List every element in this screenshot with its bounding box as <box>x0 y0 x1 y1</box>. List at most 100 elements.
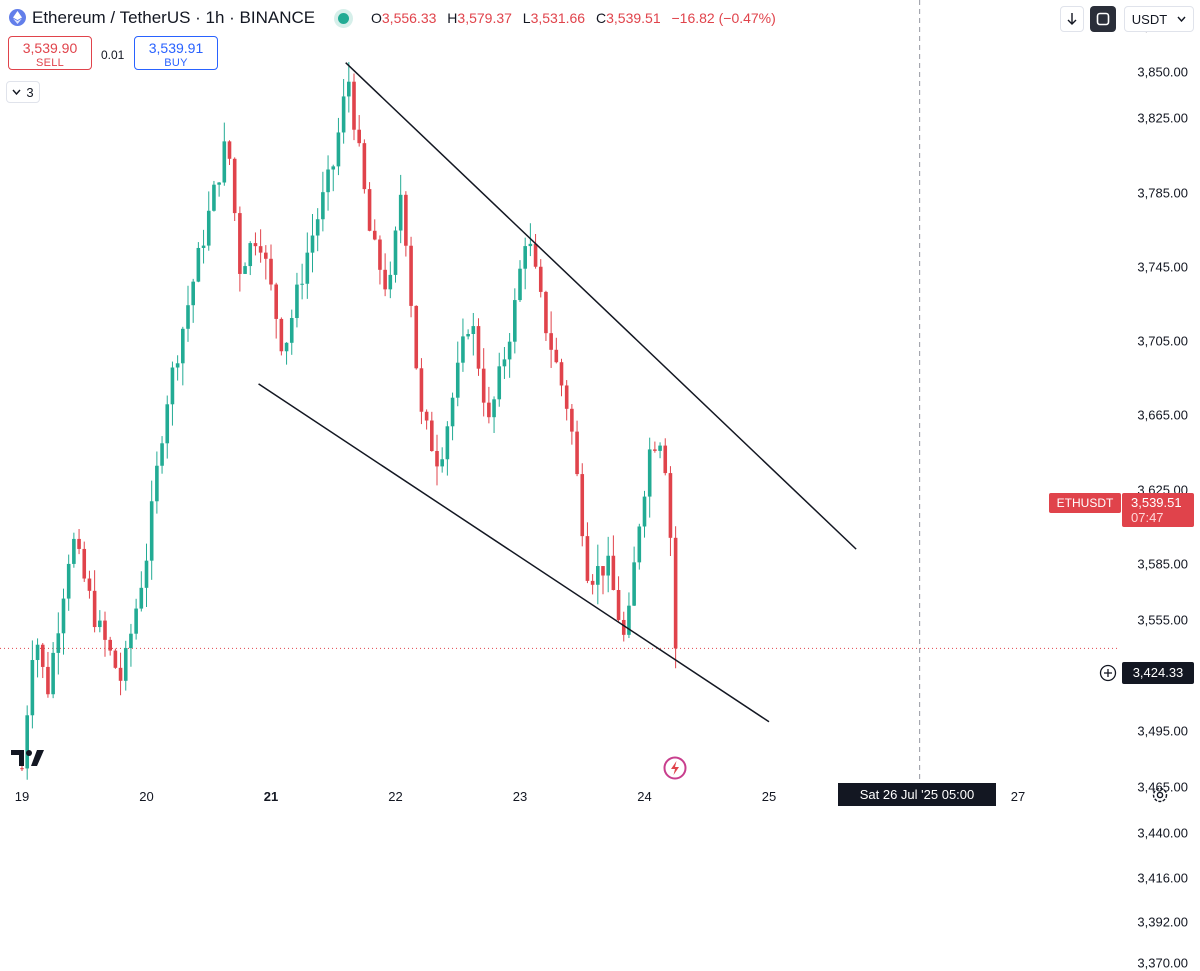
price-tick-label: 3,370.00 <box>1137 955 1188 971</box>
candle-body <box>46 666 50 695</box>
sell-price: 3,539.90 <box>22 40 78 56</box>
candle-body <box>186 305 190 329</box>
candle-body <box>455 362 460 398</box>
candle-body <box>341 96 346 133</box>
candle-body <box>30 660 35 716</box>
candle-body <box>279 318 284 352</box>
chart-pane[interactable] <box>0 0 1120 780</box>
candle-body <box>564 385 569 409</box>
price-tick-label: 3,745.00 <box>1137 259 1188 275</box>
open-value: 3,556.33 <box>381 10 437 26</box>
candle-body <box>222 141 227 183</box>
candle-body <box>258 246 263 253</box>
candle-body <box>196 247 201 282</box>
candle-body <box>476 326 481 369</box>
plus-circle-icon <box>1099 664 1117 682</box>
candle-body <box>398 194 403 231</box>
price-tick-label: 3,416.00 <box>1137 870 1188 886</box>
price-tick-label: 3,585.00 <box>1137 556 1188 572</box>
candle-body <box>155 465 159 502</box>
candle-body <box>393 230 398 275</box>
candle-body <box>181 328 185 364</box>
price-tick-label: 3,555.00 <box>1137 612 1188 628</box>
candle-body <box>264 252 268 259</box>
currency-select[interactable]: USDT <box>1124 6 1194 32</box>
candle-body <box>336 132 341 167</box>
candle-body <box>20 768 24 770</box>
candle-body <box>25 715 29 769</box>
candle-body <box>611 555 616 590</box>
candle-body <box>92 590 97 628</box>
candle-body <box>502 359 507 367</box>
time-tick-label: 27 <box>1010 789 1026 804</box>
sell-button[interactable]: 3,539.90 SELL <box>8 36 92 70</box>
candle-body <box>61 598 66 634</box>
time-tick-label: 23 <box>512 789 528 804</box>
indicators-toggle-button[interactable]: 3 <box>6 81 40 103</box>
candle-body <box>424 411 429 421</box>
candle-body <box>471 326 476 335</box>
candle-body <box>305 252 310 284</box>
time-tick-label: 25 <box>761 789 777 804</box>
candle-body <box>87 578 92 591</box>
price-tick-label: 3,665.00 <box>1137 407 1188 423</box>
candle-body <box>77 538 81 549</box>
candle-body <box>440 459 444 467</box>
replay-icon[interactable] <box>662 755 688 781</box>
symbol-title[interactable]: Ethereum / TetherUS · 1h · BINANCE <box>32 8 316 27</box>
candle-body <box>331 166 336 170</box>
candle-body <box>139 587 144 609</box>
candle-body <box>103 620 107 640</box>
candle-body <box>372 230 377 240</box>
candle-body <box>300 283 304 285</box>
candle-body <box>383 269 387 290</box>
candle-body <box>113 650 118 668</box>
scroll-down-button[interactable] <box>1060 6 1084 32</box>
add-order-button[interactable] <box>1097 662 1119 684</box>
candle-body <box>632 562 636 606</box>
candle-body <box>409 245 413 306</box>
candle-body <box>445 426 450 460</box>
last-price-symbol-label: ETHUSDT <box>1049 493 1121 513</box>
candle-body <box>414 305 419 369</box>
high-label: H <box>447 10 458 26</box>
time-tick-label: 19 <box>14 789 30 804</box>
gear-icon[interactable] <box>1150 785 1170 805</box>
candle-body <box>466 334 470 337</box>
buy-price: 3,539.91 <box>148 40 204 56</box>
candle-body <box>362 143 367 190</box>
candle-body <box>450 397 455 427</box>
candle-body <box>627 605 631 635</box>
price-chart[interactable] <box>0 0 1120 780</box>
market-open-dot-icon <box>338 13 349 24</box>
arrow-down-icon <box>1067 13 1077 25</box>
candle-body <box>616 589 621 620</box>
price-tick-label: 3,705.00 <box>1137 333 1188 349</box>
high-value: 3,579.37 <box>457 10 512 26</box>
candle-body <box>212 184 216 211</box>
candle-body <box>274 284 278 319</box>
price-tick-label: 3,825.00 <box>1137 110 1188 126</box>
candle-body <box>326 169 330 193</box>
candle-body <box>596 566 600 585</box>
candle-body <box>315 219 320 236</box>
close-label: C <box>595 10 607 26</box>
candle-body <box>98 620 102 628</box>
tradingview-logo-icon[interactable] <box>11 749 45 772</box>
candle-body <box>419 368 424 412</box>
low-label: L <box>522 10 531 26</box>
last-price-value: 3,539.51 <box>1131 495 1182 510</box>
time-tick-label: 20 <box>139 789 154 804</box>
candle-body <box>492 399 496 418</box>
buy-button[interactable]: 3,539.91 BUY <box>134 36 218 70</box>
time-scale[interactable]: 19 20 21 22 23 24 25 27 <box>0 780 1200 806</box>
candle-body <box>165 404 170 444</box>
candle-body <box>51 652 55 695</box>
candle-body <box>518 268 522 301</box>
fullscreen-button[interactable] <box>1090 6 1116 32</box>
candle-body <box>253 243 258 247</box>
indicators-count: 3 <box>26 84 34 100</box>
candle-body <box>621 619 626 635</box>
candle-body <box>82 548 87 579</box>
candle-body <box>658 445 662 451</box>
